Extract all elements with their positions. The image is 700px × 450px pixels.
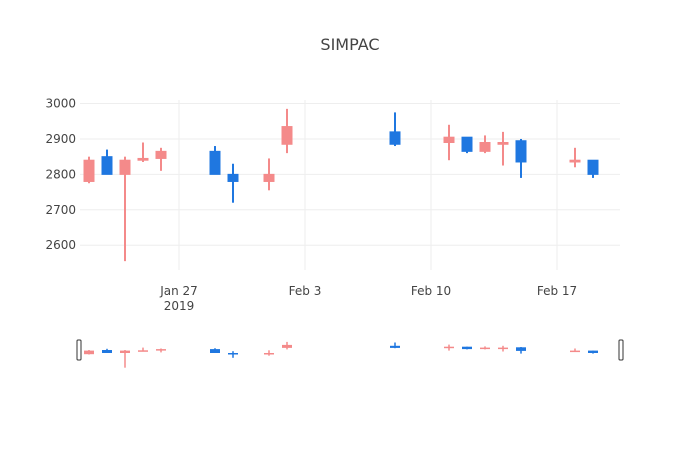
candles[interactable]	[83, 108, 599, 262]
candle-body	[389, 131, 401, 145]
range-slider-left-handle[interactable]	[76, 339, 82, 361]
slider-candle	[462, 346, 472, 350]
candle[interactable]	[263, 158, 275, 191]
slider-candle	[570, 348, 580, 353]
candle[interactable]	[281, 108, 293, 154]
x-tick-label: Feb 3	[289, 284, 322, 298]
slider-candle-body	[588, 350, 598, 353]
candle-body	[83, 159, 95, 182]
slider-candle-body	[516, 347, 526, 351]
candle[interactable]	[569, 147, 581, 168]
candle[interactable]	[137, 142, 149, 162]
slider-candle	[588, 350, 598, 354]
candle[interactable]	[479, 135, 491, 154]
candle-body	[101, 156, 113, 175]
candle-body	[137, 157, 149, 161]
slider-candle-body	[462, 346, 472, 350]
candle-body	[119, 159, 131, 175]
candle-body	[479, 142, 491, 152]
slider-candle	[84, 350, 94, 355]
slider-candle	[498, 345, 508, 352]
slider-candle	[264, 350, 274, 356]
candle[interactable]	[515, 138, 527, 178]
slider-candle	[120, 350, 130, 368]
y-tick-label: 3000	[45, 97, 76, 111]
candle-body	[461, 136, 473, 152]
candle-body	[515, 140, 527, 163]
x-tick-label: Jan 27	[159, 284, 198, 298]
slider-candle-body	[228, 353, 238, 355]
candle[interactable]	[119, 156, 131, 262]
candle-body	[209, 150, 221, 175]
y-axis-ticks: 2600 2700 2800 2900 3000	[45, 97, 76, 253]
candle-body	[497, 142, 509, 145]
slider-candle-body	[390, 345, 400, 348]
slider-candle-body	[120, 350, 130, 353]
range-slider-right-handle[interactable]	[618, 339, 624, 361]
slider-candle	[102, 348, 112, 353]
slider-candle-body	[480, 347, 490, 350]
slider-candle-body	[102, 350, 112, 353]
chart-title: SIMPAC	[320, 35, 379, 54]
candle-body	[155, 150, 167, 159]
x-tick-label: Feb 17	[537, 284, 577, 298]
slider-candle	[282, 341, 292, 350]
range-slider[interactable]	[76, 339, 624, 368]
slider-candle	[516, 347, 526, 354]
candle[interactable]	[497, 131, 509, 166]
slider-candle	[156, 348, 166, 353]
slider-candle-body	[138, 350, 148, 352]
grid	[80, 100, 620, 270]
slider-candle-body	[282, 344, 292, 348]
candle[interactable]	[101, 149, 113, 175]
candle[interactable]	[443, 124, 455, 161]
slider-candle	[138, 347, 148, 352]
slider-candle-body	[444, 346, 454, 349]
candle-body	[443, 136, 455, 143]
y-tick-label: 2900	[45, 132, 76, 146]
candle-body	[569, 159, 581, 163]
candle[interactable]	[155, 147, 167, 171]
slider-candle-body	[156, 349, 166, 351]
slider-candle-body	[84, 350, 94, 355]
y-tick-label: 2600	[45, 238, 76, 252]
slider-candle	[480, 346, 490, 350]
slider-candle	[210, 348, 220, 353]
x-tick-label: Feb 10	[411, 284, 451, 298]
candle-body	[263, 173, 275, 182]
slider-candle	[390, 342, 400, 349]
candle[interactable]	[587, 159, 599, 178]
candle[interactable]	[389, 112, 401, 147]
candle[interactable]	[227, 163, 239, 203]
slider-candle	[228, 351, 238, 358]
candle-body	[587, 159, 599, 175]
slider-candle-body	[570, 350, 580, 353]
candle[interactable]	[209, 146, 221, 175]
candle[interactable]	[83, 156, 95, 184]
slider-candle-body	[264, 353, 274, 355]
slider-candle-body	[498, 347, 508, 350]
x-tick-sublabel: 2019	[164, 299, 195, 313]
slider-candle-body	[210, 349, 220, 353]
y-tick-label: 2700	[45, 203, 76, 217]
y-tick-label: 2800	[45, 167, 76, 181]
candle-body	[281, 126, 293, 145]
candle[interactable]	[461, 136, 473, 154]
slider-candle	[444, 344, 454, 351]
candle-body	[227, 173, 239, 182]
